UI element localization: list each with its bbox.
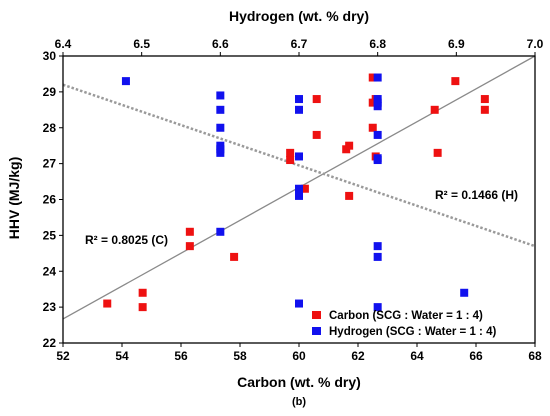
hydrogen-trendline: [62, 83, 536, 248]
y-tick-label: 22: [43, 336, 57, 350]
carbon-point: [480, 105, 489, 114]
hydrogen-point: [373, 98, 382, 107]
legend-label-hydrogen: Hydrogen (SCG : Water = 1 : 4): [329, 326, 496, 338]
x-tick-label: 60: [292, 349, 306, 363]
x2-tick-label: 6.6: [212, 37, 229, 51]
y-tick-label: 25: [43, 228, 57, 242]
legend: Carbon (SCG : Water = 1 : 4) Hydrogen (S…: [312, 310, 496, 338]
y-tick-label: 29: [43, 85, 57, 99]
r2-hydrogen-label: R² = 0.1466 (H): [435, 188, 518, 202]
x-tick-label: 54: [115, 349, 129, 363]
carbon-point: [368, 73, 377, 82]
y-tick-label: 26: [43, 193, 57, 207]
r2-carbon-label: R² = 0.8025 (C): [85, 233, 168, 247]
figure-caption: (b): [292, 396, 306, 408]
data-points: [103, 73, 489, 312]
x2-tick-label: 6.4: [55, 37, 72, 51]
y-axis-title: HHV (MJ/kg): [6, 157, 22, 239]
hydrogen-point: [373, 303, 382, 312]
hydrogen-point: [373, 130, 382, 139]
carbon-point: [138, 303, 147, 312]
legend-label-carbon: Carbon (SCG : Water = 1 : 4): [329, 310, 483, 322]
hydrogen-point: [216, 123, 225, 132]
carbon-point: [480, 95, 489, 104]
carbon-point: [286, 148, 295, 157]
y-tick-label: 24: [43, 264, 57, 278]
hydrogen-point: [121, 77, 130, 86]
carbon-point: [433, 148, 442, 157]
carbon-point: [230, 252, 239, 261]
tick-labels: 52 54 56 58 60 62 64 66 68 6.4 6.5 6.6 6.7 6.8 6.9 7.0 2…: [43, 37, 544, 363]
hydrogen-point: [216, 105, 225, 114]
x-tick-label: 52: [56, 349, 70, 363]
carbon-point: [345, 141, 354, 150]
x2-tick-label: 6.9: [448, 37, 465, 51]
carbon-point: [312, 130, 321, 139]
y-tick-label: 27: [43, 157, 57, 171]
x-tick-label: 68: [528, 349, 542, 363]
carbon-point: [345, 191, 354, 200]
hydrogen-point: [373, 73, 382, 82]
y-tick-label: 23: [43, 300, 57, 314]
top-axis-title: Hydrogen (wt. % dry): [229, 8, 369, 24]
legend-marker-carbon: [312, 311, 321, 319]
hydrogen-point: [295, 105, 303, 114]
carbon-point: [312, 95, 321, 104]
carbon-point: [286, 156, 295, 165]
hydrogen-point: [216, 91, 225, 100]
hydrogen-point: [216, 227, 225, 236]
x2-tick-label: 7.0: [527, 37, 544, 51]
x2-tick-label: 6.5: [133, 37, 150, 51]
x-tick-label: 58: [233, 349, 247, 363]
hydrogen-point: [295, 152, 303, 161]
y-tick-label: 28: [43, 121, 57, 135]
hydrogen-point: [295, 188, 303, 197]
y-tick-label: 30: [43, 49, 57, 63]
x2-tick-label: 6.8: [369, 37, 386, 51]
carbon-point: [185, 242, 194, 251]
carbon-point: [451, 77, 460, 86]
hydrogen-point: [460, 288, 469, 297]
hydrogen-point: [373, 252, 382, 261]
bottom-axis-title: Carbon (wt. % dry): [237, 374, 361, 390]
x-tick-label: 56: [174, 349, 188, 363]
plot-frame: [62, 55, 536, 344]
carbon-point: [300, 184, 309, 193]
carbon-point: [185, 227, 194, 236]
carbon-point: [430, 105, 439, 114]
x2-tick-label: 6.7: [291, 37, 308, 51]
hydrogen-point: [373, 242, 382, 251]
hydrogen-point: [295, 95, 303, 104]
legend-marker-hydrogen: [312, 327, 321, 335]
hydrogen-point: [295, 299, 303, 308]
hydrogen-point: [216, 148, 225, 157]
hydrogen-point: [373, 154, 382, 163]
carbon-point: [368, 123, 377, 132]
x-tick-label: 64: [410, 349, 424, 363]
x-tick-label: 62: [351, 349, 365, 363]
carbon-point: [103, 299, 112, 308]
carbon-point: [138, 288, 147, 297]
x-tick-label: 66: [469, 349, 483, 363]
